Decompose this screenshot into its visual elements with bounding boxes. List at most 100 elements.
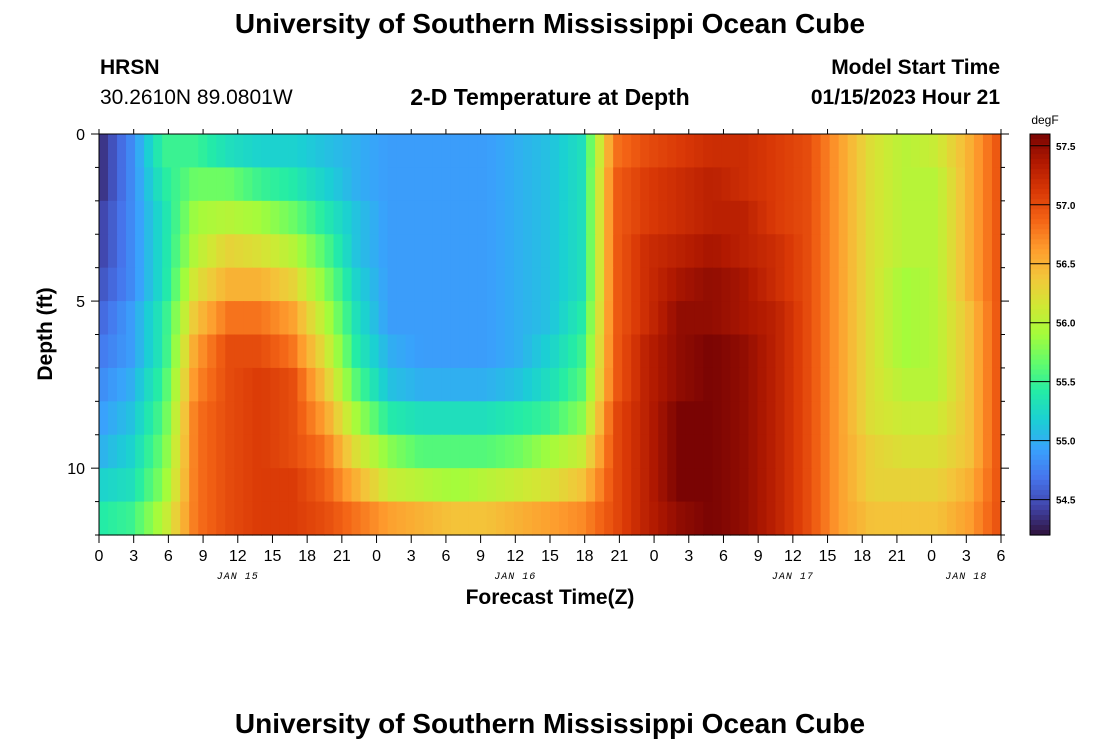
heatmap-cell — [973, 234, 984, 269]
heatmap-cell — [829, 401, 840, 436]
heatmap-cell — [378, 134, 389, 169]
heatmap-cell — [180, 167, 190, 202]
colorbar-segment — [1030, 449, 1050, 456]
heatmap-cell — [513, 501, 524, 536]
heatmap-cell — [622, 434, 632, 469]
heatmap-cell — [973, 434, 984, 469]
heatmap-cell — [225, 234, 235, 269]
heatmap-cell — [432, 167, 443, 202]
heatmap-cell — [712, 434, 722, 469]
heatmap-cell — [450, 200, 461, 235]
heatmap-cell — [423, 434, 434, 469]
heatmap-cell — [829, 134, 840, 169]
heatmap-cell — [982, 434, 993, 469]
heatmap-cell — [883, 401, 894, 436]
colorbar-segment — [1030, 439, 1050, 446]
heatmap-cell — [225, 334, 235, 369]
heatmap-cell — [820, 200, 831, 235]
heatmap-cell — [135, 334, 145, 369]
heatmap-cell — [622, 401, 632, 436]
heatmap-cell — [901, 501, 912, 536]
heatmap-cell — [540, 468, 551, 503]
heatmap-cell — [216, 501, 226, 536]
heatmap-cell — [973, 334, 984, 369]
heatmap-cell — [153, 234, 163, 269]
heatmap-cell — [991, 367, 1002, 402]
heatmap-cell — [685, 267, 695, 302]
heatmap-cell — [171, 200, 181, 235]
heatmap-cell — [883, 200, 894, 235]
heatmap-cell — [739, 167, 750, 202]
heatmap-cell — [982, 501, 993, 536]
heatmap-cell — [495, 367, 506, 402]
heatmap-cell — [892, 468, 903, 503]
heatmap-cell — [991, 234, 1002, 269]
heatmap-cell — [712, 200, 722, 235]
heatmap-cell — [441, 434, 452, 469]
heatmap-cell — [892, 234, 903, 269]
heatmap-cell — [919, 134, 930, 169]
heatmap-cell — [288, 267, 299, 302]
heatmap-cell — [667, 167, 677, 202]
heatmap-cell — [955, 267, 966, 302]
heatmap-cell — [378, 501, 389, 536]
colorbar-segment — [1030, 144, 1050, 150]
heatmap-cell — [730, 401, 741, 436]
heatmap-cell — [198, 401, 208, 436]
heatmap-cell — [117, 134, 127, 169]
heatmap-cell — [117, 167, 127, 202]
heatmap-cell — [838, 234, 849, 269]
heatmap-cell — [874, 134, 885, 169]
heatmap-cell — [721, 501, 731, 536]
heatmap-cell — [531, 234, 542, 269]
heatmap-cell — [441, 134, 452, 169]
heatmap-cell — [351, 434, 362, 469]
colorbar-segment — [1030, 374, 1050, 381]
heatmap-cell — [432, 501, 443, 536]
heatmap-cell — [928, 234, 939, 269]
x-tick-label: 9 — [199, 548, 208, 565]
heatmap-cell — [423, 267, 434, 302]
heatmap-cell — [820, 334, 831, 369]
heatmap-cell — [739, 434, 750, 469]
heatmap-cell — [378, 468, 389, 503]
heatmap-cell — [712, 167, 722, 202]
heatmap-cell — [243, 367, 253, 402]
heatmap-cell — [991, 200, 1002, 235]
heatmap-cell — [360, 234, 371, 269]
heatmap-cell — [748, 468, 759, 503]
heatmap-cell — [982, 134, 993, 169]
heatmap-cell — [784, 134, 795, 169]
heatmap-cell — [874, 434, 885, 469]
heatmap-cell — [928, 134, 939, 169]
heatmap-cell — [676, 401, 686, 436]
heatmap-cell — [568, 434, 578, 469]
colorbar-segment — [1030, 229, 1050, 235]
heatmap-cell — [775, 301, 786, 336]
heatmap-cell — [802, 167, 813, 202]
heatmap-cell — [964, 301, 975, 336]
heatmap-cell — [333, 267, 344, 302]
heatmap-cell — [928, 200, 939, 235]
heatmap-cell — [477, 367, 488, 402]
heatmap-cell — [946, 267, 957, 302]
heatmap-cell — [405, 301, 416, 336]
heatmap-cell — [450, 334, 461, 369]
heatmap-cell — [730, 367, 741, 402]
colorbar-segment — [1030, 399, 1050, 406]
heatmap-cell — [874, 234, 885, 269]
heatmap-cell — [694, 468, 704, 503]
heatmap-cell — [99, 134, 109, 169]
heatmap-cell — [793, 401, 804, 436]
heatmap-cell — [640, 501, 650, 536]
heatmap-cell — [874, 334, 885, 369]
heatmap-cell — [477, 401, 488, 436]
colorbar-segment — [1030, 359, 1050, 366]
heatmap-cell — [613, 234, 623, 269]
heatmap-cell — [342, 434, 353, 469]
heatmap-cell — [360, 367, 371, 402]
heatmap-cell — [207, 434, 217, 469]
x-tick-label: 9 — [754, 548, 763, 565]
heatmap-cell — [964, 234, 975, 269]
heatmap-cell — [712, 334, 722, 369]
